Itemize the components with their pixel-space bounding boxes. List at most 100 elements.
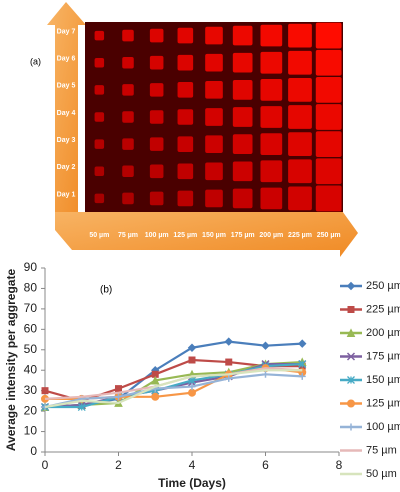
well bbox=[260, 187, 283, 210]
size-label: 225 µm bbox=[288, 232, 312, 239]
well bbox=[288, 50, 312, 75]
well bbox=[122, 84, 134, 96]
marker bbox=[262, 370, 269, 378]
y-tick-label: 40 bbox=[24, 362, 38, 376]
well bbox=[315, 49, 342, 76]
well bbox=[260, 133, 283, 155]
marker bbox=[346, 281, 356, 291]
series-line bbox=[44, 369, 303, 409]
well bbox=[122, 56, 134, 69]
well bbox=[177, 163, 194, 180]
well bbox=[260, 160, 283, 183]
well bbox=[177, 27, 194, 44]
panel-a-label: (a) bbox=[30, 56, 41, 66]
well bbox=[232, 161, 253, 182]
x-tick-label: 8 bbox=[336, 458, 343, 472]
x-tick-label: 4 bbox=[189, 458, 196, 472]
x-axis-title: Time (Days) bbox=[158, 476, 226, 490]
size-label: 75 µm bbox=[118, 232, 138, 239]
day-label: Day 3 bbox=[57, 137, 76, 144]
well bbox=[315, 158, 342, 185]
series-line bbox=[44, 373, 303, 409]
marker bbox=[298, 372, 306, 380]
legend-label: 150 µm bbox=[366, 374, 400, 386]
legend-label: 50 µm bbox=[366, 468, 397, 480]
well bbox=[149, 164, 164, 179]
well bbox=[94, 166, 105, 177]
day-label: Day 4 bbox=[57, 110, 76, 117]
marker bbox=[346, 352, 356, 361]
well bbox=[149, 191, 164, 206]
marker bbox=[187, 343, 197, 352]
legend-label: 75 µm bbox=[366, 444, 397, 456]
well bbox=[149, 137, 164, 151]
legend-label: 125 µm bbox=[366, 397, 400, 409]
legend-label: 175 µm bbox=[366, 350, 400, 362]
well bbox=[205, 108, 223, 126]
marker bbox=[224, 337, 233, 346]
y-tick-label: 10 bbox=[24, 424, 38, 438]
well bbox=[232, 134, 253, 154]
well bbox=[177, 109, 194, 125]
well bbox=[122, 192, 134, 205]
well bbox=[260, 79, 283, 101]
y-tick-label: 80 bbox=[24, 281, 38, 295]
y-tick-label: 50 bbox=[24, 342, 38, 356]
well bbox=[315, 185, 342, 212]
well bbox=[288, 77, 312, 102]
well bbox=[149, 28, 164, 43]
marker bbox=[261, 341, 270, 350]
well bbox=[122, 29, 134, 42]
size-label: 175 µm bbox=[231, 232, 255, 239]
y-tick-label: 0 bbox=[30, 444, 37, 458]
marker bbox=[346, 328, 356, 337]
y-axis-title: Average intensity per aggregate bbox=[4, 269, 18, 452]
marker bbox=[151, 392, 160, 401]
x-tick-label: 2 bbox=[115, 458, 122, 472]
x-tick-label: 6 bbox=[262, 458, 269, 472]
well bbox=[177, 82, 194, 98]
legend-label: 225 µm bbox=[366, 303, 400, 315]
marker bbox=[225, 374, 233, 382]
marker bbox=[115, 385, 122, 393]
well bbox=[232, 107, 253, 127]
well bbox=[94, 193, 105, 204]
series-line bbox=[45, 367, 303, 400]
well bbox=[177, 136, 194, 152]
y-tick-label: 30 bbox=[24, 383, 38, 397]
day-arrow bbox=[47, 2, 86, 215]
y-tick-label: 90 bbox=[24, 260, 38, 274]
marker bbox=[77, 403, 86, 411]
well bbox=[205, 81, 223, 99]
marker bbox=[347, 306, 355, 313]
well bbox=[288, 105, 312, 129]
well bbox=[205, 162, 223, 181]
marker bbox=[347, 423, 355, 431]
well bbox=[205, 26, 223, 45]
well bbox=[122, 111, 134, 123]
marker bbox=[347, 376, 355, 384]
well bbox=[315, 104, 342, 130]
day-label: Day 1 bbox=[57, 191, 76, 198]
marker bbox=[41, 387, 49, 395]
well bbox=[232, 188, 253, 209]
marker bbox=[298, 339, 307, 348]
x-tick-label: 0 bbox=[42, 458, 49, 472]
well bbox=[94, 139, 105, 149]
well bbox=[122, 165, 134, 178]
well bbox=[260, 24, 283, 47]
day-label: Day 6 bbox=[57, 56, 76, 63]
well bbox=[177, 190, 194, 207]
well bbox=[315, 131, 342, 158]
marker bbox=[225, 358, 233, 366]
well bbox=[232, 52, 253, 73]
well bbox=[205, 189, 223, 208]
size-label: 125 µm bbox=[173, 232, 197, 239]
day-label: Day 5 bbox=[57, 83, 76, 90]
marker bbox=[188, 356, 196, 364]
well bbox=[94, 57, 105, 68]
well bbox=[149, 55, 164, 70]
well bbox=[288, 186, 312, 211]
well bbox=[315, 76, 342, 103]
